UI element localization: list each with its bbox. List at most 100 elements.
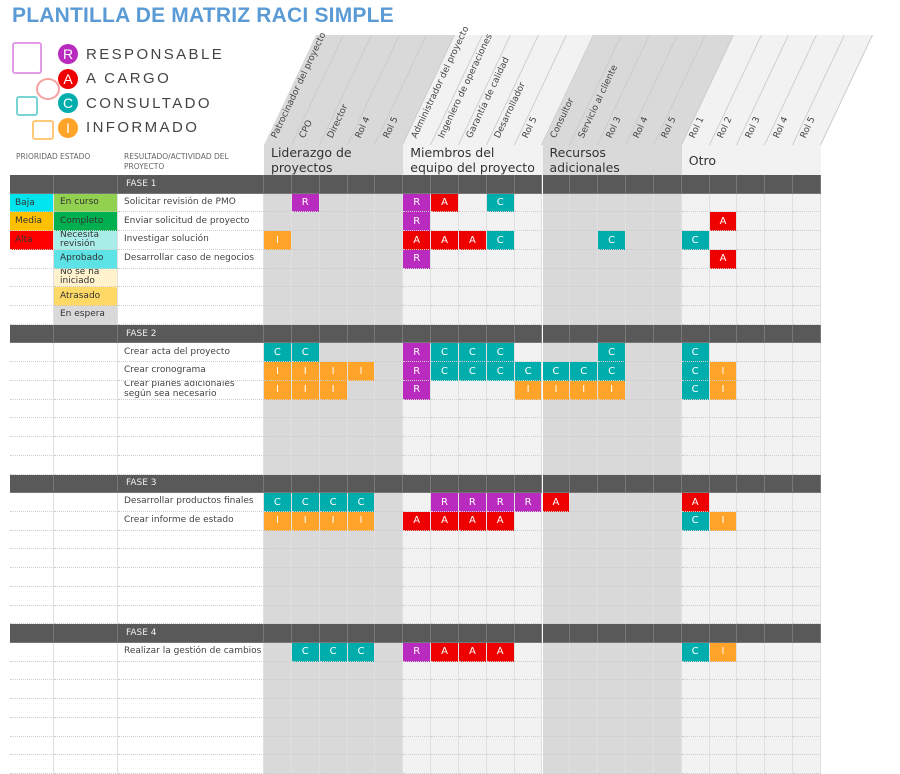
- activity-cell[interactable]: [118, 268, 264, 288]
- raci-cell-empty[interactable]: [347, 755, 376, 774]
- activity-cell[interactable]: [118, 437, 264, 456]
- raci-cell-empty[interactable]: [709, 586, 738, 606]
- raci-cell-empty[interactable]: [765, 568, 794, 587]
- raci-cell-A[interactable]: A: [458, 511, 487, 531]
- raci-cell-empty[interactable]: [319, 343, 348, 363]
- raci-cell-empty[interactable]: [626, 755, 654, 774]
- raci-cell-empty[interactable]: [681, 306, 710, 325]
- raci-cell-empty[interactable]: [598, 511, 627, 531]
- activity-cell[interactable]: [118, 699, 264, 718]
- raci-cell-empty[interactable]: [737, 511, 766, 531]
- raci-cell-empty[interactable]: [681, 568, 710, 587]
- raci-cell-empty[interactable]: [431, 437, 459, 456]
- raci-cell-empty[interactable]: [737, 493, 766, 512]
- activity-cell[interactable]: Desarrollar caso de negocios: [118, 249, 264, 269]
- raci-cell-empty[interactable]: [653, 212, 682, 232]
- raci-cell-A[interactable]: A: [403, 511, 432, 531]
- raci-cell-empty[interactable]: [793, 362, 821, 381]
- raci-cell-empty[interactable]: [598, 249, 627, 269]
- raci-cell-C[interactable]: C: [486, 362, 515, 381]
- raci-cell-empty[interactable]: [403, 399, 432, 419]
- status-cell[interactable]: [54, 755, 118, 774]
- raci-cell-empty[interactable]: [291, 605, 320, 625]
- raci-cell-empty[interactable]: [319, 399, 348, 419]
- status-cell[interactable]: [54, 586, 118, 606]
- raci-cell-empty[interactable]: [514, 568, 543, 587]
- raci-cell-empty[interactable]: [319, 605, 348, 625]
- raci-cell-empty[interactable]: [626, 661, 654, 681]
- raci-cell-empty[interactable]: [542, 605, 571, 625]
- raci-cell-empty[interactable]: [626, 306, 654, 325]
- raci-cell-empty[interactable]: [542, 530, 571, 550]
- raci-cell-empty[interactable]: [681, 399, 710, 419]
- raci-cell-empty[interactable]: [403, 586, 432, 606]
- raci-cell-empty[interactable]: [570, 399, 599, 419]
- raci-cell-R[interactable]: R: [458, 493, 487, 512]
- raci-cell-empty[interactable]: [403, 437, 432, 456]
- raci-cell-empty[interactable]: [737, 549, 766, 569]
- raci-cell-empty[interactable]: [458, 530, 487, 550]
- raci-cell-empty[interactable]: [626, 231, 654, 250]
- activity-cell[interactable]: Enviar solicitud de proyecto: [118, 212, 264, 232]
- raci-cell-empty[interactable]: [598, 399, 627, 419]
- priority-cell[interactable]: [10, 755, 54, 774]
- status-cell[interactable]: Necesita revisión: [54, 231, 118, 250]
- raci-cell-C[interactable]: C: [264, 493, 292, 512]
- raci-cell-empty[interactable]: [375, 530, 404, 550]
- raci-cell-empty[interactable]: [709, 493, 738, 512]
- raci-cell-empty[interactable]: [375, 287, 404, 307]
- raci-cell-R[interactable]: R: [403, 643, 432, 662]
- raci-cell-empty[interactable]: [542, 717, 571, 737]
- raci-cell-empty[interactable]: [542, 549, 571, 569]
- raci-cell-empty[interactable]: [264, 680, 292, 700]
- raci-cell-C[interactable]: C: [264, 343, 292, 363]
- raci-cell-empty[interactable]: [458, 287, 487, 307]
- raci-cell-empty[interactable]: [542, 193, 571, 213]
- raci-cell-I[interactable]: I: [709, 362, 738, 381]
- raci-cell-empty[interactable]: [486, 530, 515, 550]
- raci-cell-empty[interactable]: [765, 287, 794, 307]
- raci-cell-empty[interactable]: [793, 586, 821, 606]
- raci-cell-empty[interactable]: [514, 586, 543, 606]
- raci-cell-empty[interactable]: [793, 680, 821, 700]
- raci-cell-empty[interactable]: [570, 605, 599, 625]
- priority-cell[interactable]: Baja: [10, 193, 54, 213]
- raci-cell-empty[interactable]: [765, 493, 794, 512]
- priority-cell[interactable]: [10, 586, 54, 606]
- raci-cell-I[interactable]: I: [598, 380, 627, 400]
- raci-cell-empty[interactable]: [375, 249, 404, 269]
- raci-cell-R[interactable]: R: [514, 493, 543, 512]
- raci-cell-A[interactable]: A: [709, 249, 738, 269]
- raci-cell-empty[interactable]: [570, 755, 599, 774]
- raci-cell-empty[interactable]: [765, 380, 794, 400]
- raci-cell-empty[interactable]: [681, 287, 710, 307]
- status-cell[interactable]: [54, 455, 118, 475]
- raci-cell-empty[interactable]: [793, 212, 821, 232]
- raci-cell-empty[interactable]: [486, 549, 515, 569]
- raci-cell-empty[interactable]: [709, 231, 738, 250]
- raci-cell-empty[interactable]: [626, 511, 654, 531]
- raci-cell-empty[interactable]: [375, 418, 404, 438]
- raci-cell-empty[interactable]: [709, 568, 738, 587]
- raci-cell-empty[interactable]: [514, 399, 543, 419]
- activity-cell[interactable]: Solicitar revisión de PMO: [118, 193, 264, 213]
- raci-cell-empty[interactable]: [570, 530, 599, 550]
- raci-cell-empty[interactable]: [653, 437, 682, 456]
- raci-cell-empty[interactable]: [264, 586, 292, 606]
- raci-cell-empty[interactable]: [347, 399, 376, 419]
- raci-cell-empty[interactable]: [793, 268, 821, 288]
- raci-cell-empty[interactable]: [347, 212, 376, 232]
- raci-cell-empty[interactable]: [570, 568, 599, 587]
- raci-cell-empty[interactable]: [737, 380, 766, 400]
- raci-cell-empty[interactable]: [319, 455, 348, 475]
- priority-cell[interactable]: [10, 343, 54, 363]
- raci-cell-A[interactable]: A: [486, 643, 515, 662]
- raci-cell-empty[interactable]: [709, 399, 738, 419]
- raci-cell-I[interactable]: I: [264, 511, 292, 531]
- priority-cell[interactable]: [10, 249, 54, 269]
- priority-cell[interactable]: [10, 268, 54, 288]
- raci-cell-I[interactable]: I: [264, 380, 292, 400]
- raci-cell-empty[interactable]: [709, 755, 738, 774]
- priority-cell[interactable]: [10, 455, 54, 475]
- raci-cell-empty[interactable]: [291, 680, 320, 700]
